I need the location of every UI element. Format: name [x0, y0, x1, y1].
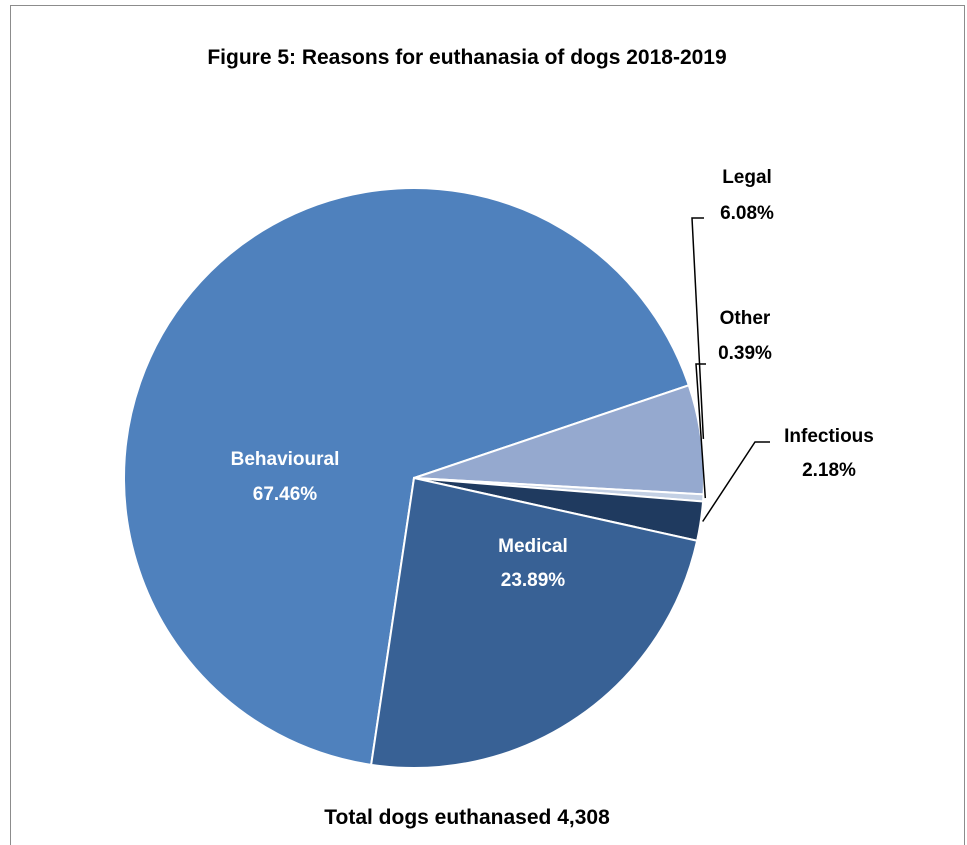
slice-value-infectious: 2.18%	[802, 460, 856, 481]
slice-label-infectious: Infectious	[784, 426, 874, 447]
leader-line-legal	[691, 217, 705, 439]
slice-label-other: Other	[720, 308, 771, 329]
slice-value-behavioural: 67.46%	[253, 484, 318, 505]
pie-slice-behavioural	[123, 187, 691, 766]
slice-label-medical: Medical	[498, 536, 568, 557]
slice-label-legal: Legal	[722, 167, 772, 188]
slice-label-behavioural: Behavioural	[231, 449, 340, 470]
total-count-label: Total dogs euthanased 4,308	[324, 806, 610, 829]
pie-slice-medical	[370, 476, 699, 769]
slice-value-other: 0.39%	[718, 343, 772, 364]
chart-title: Figure 5: Reasons for euthanasia of dogs…	[207, 46, 727, 69]
chart-frame	[10, 5, 965, 845]
leader-line-other	[695, 363, 707, 499]
slice-value-legal: 6.08%	[720, 203, 774, 224]
leader-line-infectious	[702, 441, 770, 522]
slice-value-medical: 23.89%	[501, 570, 566, 591]
